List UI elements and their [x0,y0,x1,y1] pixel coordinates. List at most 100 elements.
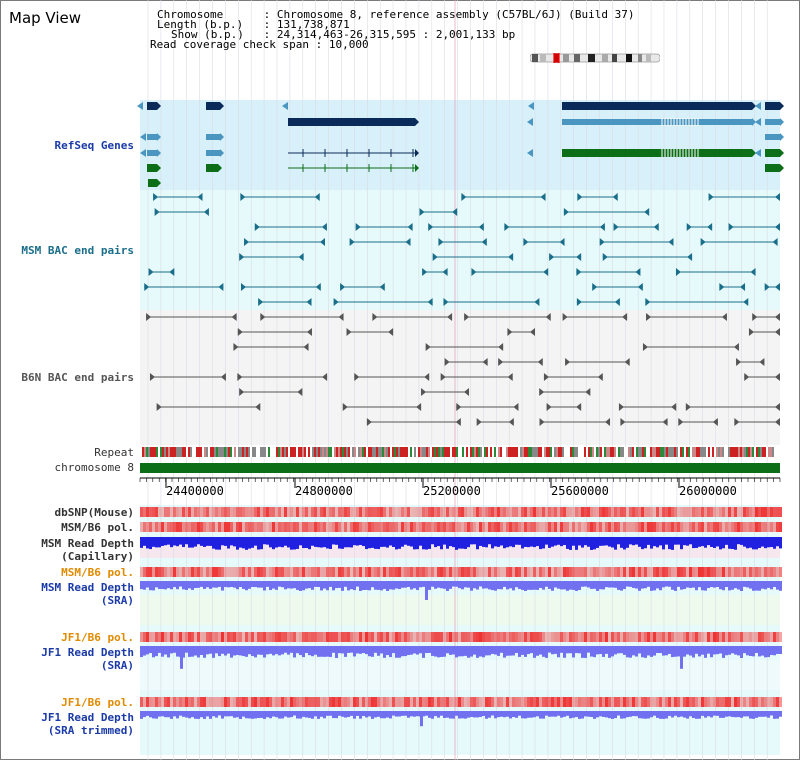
depth-bar [182,711,185,717]
depth-bar [545,581,548,587]
depth-bar [392,646,395,654]
depth-bar [680,711,683,717]
depth-bar [479,581,482,587]
bac-end [240,193,246,201]
info-row-show: Show (b.p.) : 24,314,463-26,315,595 : 2,… [171,28,516,41]
depth-bar [437,646,440,658]
track-label-msm-depth-capillary-sub: (Capillary) [61,550,134,563]
pol-mark [524,507,527,517]
depth-bar [230,581,233,588]
depth-bar [188,646,191,657]
pol-mark [758,522,761,532]
pol-mark [365,697,368,707]
bac-end [744,373,750,381]
repeat-mark [376,447,378,457]
repeat-mark [542,447,544,457]
pol-mark [647,697,650,707]
depth-bar [638,646,641,654]
info-row-length: Length (b.p.) : 131,738,871 [157,18,350,31]
pol-mark [407,507,410,517]
repeat-mark [386,447,388,457]
pol-mark [632,507,635,517]
depth-bar [281,711,284,719]
depth-bar [191,581,194,590]
pol-mark [302,522,305,532]
pol-mark [665,567,668,577]
pol-mark [227,567,230,577]
pol-mark [290,632,293,642]
pol-mark [338,697,341,707]
repeat-mark [756,447,758,457]
depth-bar [686,646,689,655]
pol-mark [566,522,569,532]
depth-bar [143,581,146,590]
repeat-mark [318,447,320,457]
repeat-mark [646,447,648,457]
pol-mark [206,632,209,642]
pol-mark [677,567,680,577]
depth-bar [698,711,701,719]
pol-mark [605,567,608,577]
pol-mark [704,567,707,577]
depth-bar [503,646,506,658]
bac-end [425,343,431,351]
pol-mark [194,632,197,642]
pol-mark [392,632,395,642]
bac-end [461,193,467,201]
pol-mark [272,697,275,707]
depth-bar [326,537,329,549]
repeat-mark [742,447,744,457]
pol-mark [602,567,605,577]
depth-bar [323,646,326,657]
pol-mark [269,697,272,707]
depth-bar [398,581,401,590]
chromosome-ideogram[interactable] [530,53,660,63]
pol-mark [179,697,182,707]
pol-mark [353,522,356,532]
repeat-mark [218,447,220,457]
depth-bar [569,581,572,590]
repeat-mark [390,447,392,457]
depth-bar [659,711,662,719]
pol-mark [539,507,542,517]
depth-bar [260,537,263,550]
bac-end [419,208,425,216]
pol-mark [257,697,260,707]
depth-bar [572,581,575,590]
pol-mark [191,697,194,707]
repeat-mark [372,447,374,457]
depth-bar [356,537,359,546]
pol-mark [707,697,710,707]
repeat-mark [278,447,280,457]
depth-bar [434,537,437,548]
pol-mark [248,697,251,707]
bac-end [576,403,582,411]
pol-mark [509,567,512,577]
pol-mark [638,567,641,577]
pol-mark [272,632,275,642]
repeat-mark [160,447,162,457]
bac-end [752,313,758,321]
pol-mark [380,632,383,642]
depth-bar [281,646,284,655]
info-value: Chromosome 8, reference assembly (C57BL/… [276,8,635,21]
gene-feature [147,102,157,110]
depth-bar [290,581,293,589]
pol-mark [152,632,155,642]
pol-mark [761,697,764,707]
depth-bar [428,711,431,718]
bac-end [447,313,453,321]
depth-bar [269,581,272,591]
repeat-mark [194,447,196,457]
pol-mark [152,567,155,577]
repeat-mark [152,447,154,457]
repeat-mark [710,447,712,457]
gene-feature [765,134,780,140]
depth-bar [608,711,611,719]
depth-bar [233,581,236,588]
depth-bar [476,537,479,550]
bac-end [333,298,339,306]
depth-bar [740,581,743,591]
repeat-mark [620,447,622,457]
